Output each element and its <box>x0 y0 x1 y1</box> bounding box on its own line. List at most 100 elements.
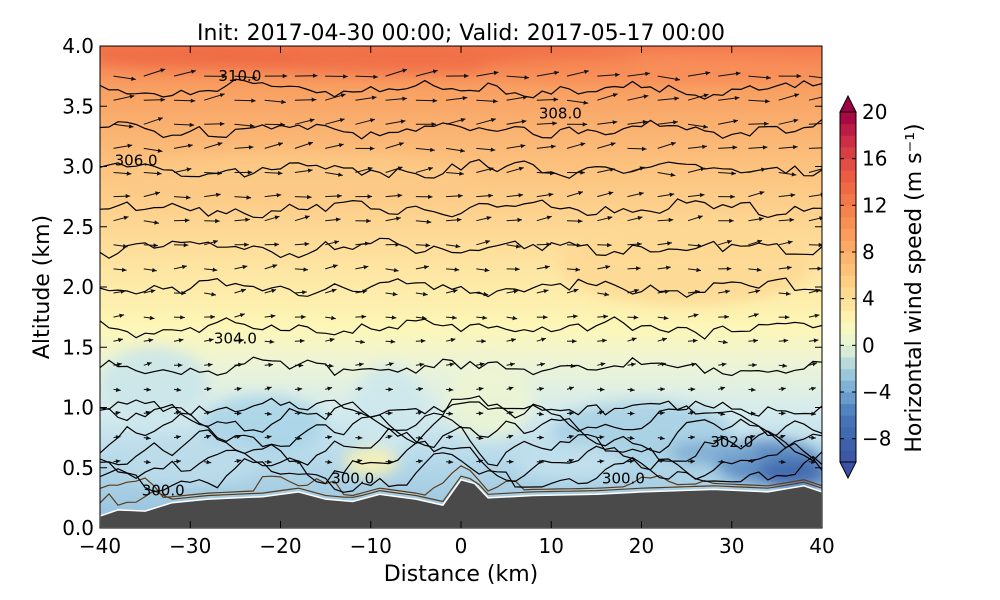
wind-vector-head <box>418 435 423 441</box>
wind-vector-head <box>459 171 464 176</box>
wind-vector-head <box>145 410 151 415</box>
colorbar-segment <box>840 392 856 405</box>
wind-vector-head <box>817 266 822 271</box>
wind-vector-head <box>662 337 667 342</box>
wind-vector-head <box>690 459 695 464</box>
wind-vector-head <box>726 266 732 271</box>
contour-label: 302.0 <box>710 433 753 451</box>
wind-vector-head <box>569 411 574 416</box>
wind-vector-head <box>814 313 820 318</box>
colorbar-segment <box>840 158 856 171</box>
colorbar-segment <box>840 450 856 463</box>
wind-vector-head <box>361 314 367 319</box>
wind-vector-head <box>629 459 635 464</box>
wind-vector-head <box>642 120 648 125</box>
wind-vector-head <box>280 122 285 127</box>
wind-vector-head <box>312 73 318 78</box>
x-tick-label: −30 <box>169 534 211 558</box>
field-patch <box>668 441 759 466</box>
wind-vector-head <box>758 216 764 222</box>
wind-vector-head <box>572 339 577 344</box>
wind-vector-head <box>181 264 187 270</box>
y-tick-label: 0.5 <box>62 456 94 480</box>
wind-vector-head <box>390 339 396 344</box>
wind-vector-head <box>366 218 371 224</box>
wind-vector-head <box>123 215 129 220</box>
wind-vector-head <box>568 434 574 440</box>
x-tick-label: 10 <box>539 534 564 558</box>
wind-vector-head <box>391 315 397 320</box>
wind-vector-head <box>448 435 453 440</box>
wind-vector-head <box>576 243 582 248</box>
wind-vector-head <box>184 218 190 223</box>
wind-vector-head <box>690 435 695 440</box>
colorbar-segment <box>840 333 856 346</box>
wind-vector-head <box>448 459 454 465</box>
wind-vector-head <box>787 265 792 270</box>
wind-vector-head <box>115 410 121 416</box>
colorbar-segment <box>840 287 856 300</box>
wind-vector-head <box>423 265 429 270</box>
contour-label: 300.0 <box>331 469 374 487</box>
wind-vector-head <box>240 288 246 293</box>
wind-vector-head <box>154 220 159 225</box>
wind-vector-head <box>602 338 607 343</box>
wind-vector-head <box>245 217 250 222</box>
y-tick-label: 0.0 <box>62 516 94 540</box>
wind-vector-head <box>731 171 736 176</box>
wind-vector-head <box>612 93 618 98</box>
wind-vector-head <box>600 387 605 392</box>
wind-vector-head <box>358 362 364 367</box>
wind-vector-head <box>753 338 758 343</box>
wind-vector-head <box>794 93 800 98</box>
wind-vector-head <box>639 166 645 171</box>
wind-vector-head <box>554 70 559 75</box>
wind-vector-head <box>278 142 283 147</box>
wind-vector-head <box>577 219 583 224</box>
wind-vector-head <box>734 96 740 101</box>
wind-vector-head <box>222 74 227 79</box>
colorbar: 20 16 12 8 4 0 −4 −8 Horizontal wind speed (m s… <box>839 94 927 480</box>
wind-vector-field <box>113 68 822 465</box>
wind-vector-head <box>568 458 574 463</box>
wind-vector-head <box>308 141 313 146</box>
wind-vector-head <box>206 410 211 415</box>
wind-vector-head <box>757 239 763 244</box>
colorbar-segment <box>840 298 856 311</box>
wind-vector-head <box>583 100 589 105</box>
wind-vector-head <box>599 410 604 415</box>
wind-vector-head <box>397 193 403 198</box>
wind-vector-head <box>297 459 302 465</box>
wind-vector-head <box>456 217 462 222</box>
wind-vector-head <box>186 195 191 200</box>
wind-vector-head <box>543 315 548 320</box>
wind-vector-head <box>331 315 336 321</box>
wind-vector-head <box>190 98 196 103</box>
wind-vector-head <box>276 193 282 198</box>
wind-vector-head <box>186 167 192 172</box>
wind-vector-head <box>388 387 393 392</box>
wind-vector-head <box>664 289 670 294</box>
wind-vector-head <box>724 314 729 319</box>
colorbar-segment <box>840 415 856 428</box>
wind-vector-head <box>149 315 155 321</box>
wind-vector-head <box>211 292 216 297</box>
wind-vector-head <box>782 363 788 368</box>
wind-vector-head <box>396 216 401 221</box>
wind-vector-head <box>393 268 399 273</box>
wind-vector-head <box>811 459 816 465</box>
wind-vector-head <box>177 363 183 368</box>
colorbar-frame <box>839 111 857 463</box>
wind-vector-head <box>236 386 242 392</box>
wind-vector-head <box>813 338 819 343</box>
wind-vector-head <box>666 265 671 270</box>
isentrope-line <box>100 198 822 219</box>
wind-vector-head <box>599 435 605 440</box>
wind-vector-head <box>580 142 586 147</box>
wind-vector-head <box>360 339 365 344</box>
wind-vector-head <box>600 362 606 367</box>
wind-vector-head <box>152 268 157 273</box>
colorbar-segment <box>840 228 856 241</box>
wind-vector-head <box>663 315 669 321</box>
wind-vector-head <box>811 386 816 391</box>
